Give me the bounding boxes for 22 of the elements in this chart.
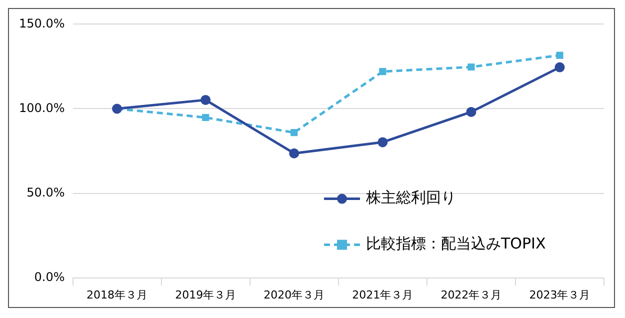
point (556, 52, 564, 59)
x-tick-label: 2019年３月 (175, 288, 236, 302)
x-tick-label: 2020年３月 (264, 288, 325, 302)
point (466, 106, 476, 117)
x-tick-label: 2021年３月 (352, 288, 414, 302)
point (554, 62, 565, 72)
legend-label: 比較指標：配当込みTOPIX (366, 234, 546, 253)
x-tick-label: 2018年３月 (86, 288, 148, 302)
point (202, 114, 210, 122)
x-tick-label: 2023年３月 (529, 288, 590, 302)
point (200, 94, 211, 105)
point (289, 148, 300, 158)
point (468, 63, 475, 71)
y-tick-label: 50.0% (26, 185, 65, 200)
x-tick-label: 2022年３月 (440, 288, 502, 302)
legend-label: 株主総利回り (365, 188, 456, 207)
y-tick-label: 150.0% (18, 16, 65, 30)
y-tick-label: 100.0% (18, 100, 65, 115)
y-tick-label: 0.0% (34, 270, 65, 284)
point (379, 68, 386, 76)
point (378, 137, 388, 148)
point (290, 129, 298, 136)
